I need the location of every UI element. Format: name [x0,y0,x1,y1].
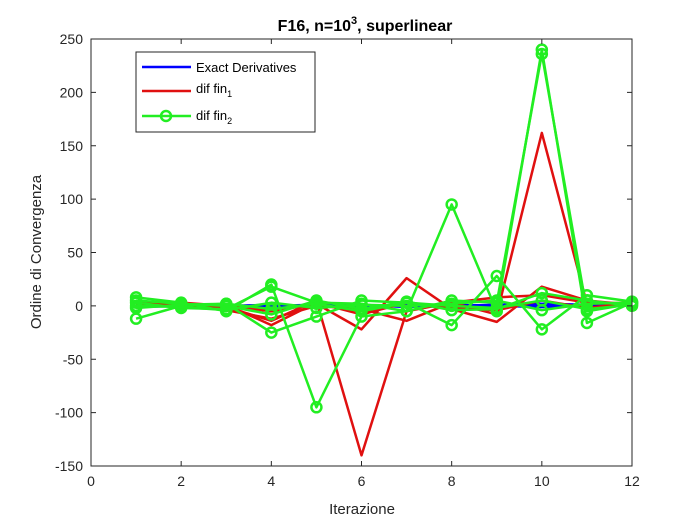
data-point [265,280,278,293]
data-point [220,297,233,310]
y-tick-label: 150 [60,138,84,154]
data-point [310,297,323,310]
data-point [265,302,278,316]
x-tick-label: 2 [177,473,185,489]
legend-entry-exact-base: Exact Derivatives [196,60,297,75]
x-tick-label: 10 [534,473,550,489]
y-axis-ticks: -150 -100 -50 0 50 100 150 200 250 [55,31,632,474]
chart-title-suffix: , superlinear [357,18,452,35]
x-tick-label: 0 [87,473,95,489]
y-tick-label: -50 [63,351,83,367]
data-point [445,299,458,313]
chart-title-prefix: F16, n=10 [278,18,351,35]
y-tick-label: 50 [67,245,83,261]
legend-entry-dif-fin-1: dif fin1 [196,81,232,99]
data-point [310,310,323,323]
data-point [445,318,458,332]
series-layer [129,43,639,457]
series-line [136,299,633,312]
data-point [490,301,503,315]
x-axis-label: Iterazione [329,501,395,518]
data-point [129,301,143,315]
data-point [220,303,233,317]
data-point [535,294,549,307]
legend: Exact Derivatives dif fin1 dif fin2 [135,51,316,133]
data-point [174,298,188,312]
x-tick-label: 8 [448,473,456,489]
x-tick-label: 6 [358,473,366,489]
x-tick-label: 4 [267,473,275,489]
legend-marker-dif-fin-2 [159,109,173,123]
legend-entry-dif-fin-1-base: dif fin [196,81,227,96]
y-tick-label: 200 [60,84,84,100]
data-point [445,198,458,211]
data-point [355,298,368,312]
y-tick-label: 0 [75,298,83,314]
data-point [580,302,594,316]
data-point [490,294,503,307]
x-axis-ticks: 0 2 4 6 8 10 12 [87,39,640,489]
data-point [580,316,594,330]
y-tick-label: -100 [55,405,83,421]
data-point [265,296,278,309]
data-point [535,286,549,300]
data-point [400,296,413,309]
data-point [535,323,549,336]
y-tick-label: 250 [60,31,84,47]
data-point [355,304,368,318]
x-tick-label: 12 [624,473,640,489]
chart-title: F16, n=103, superlinear [278,15,453,35]
series-line [135,299,633,313]
legend-entry-exact: Exact Derivatives [196,60,297,75]
y-tick-label: -150 [55,458,83,474]
y-tick-label: 100 [60,191,84,207]
data-point [310,401,323,414]
legend-entry-dif-fin-1-sub: 1 [227,89,232,99]
legend-entry-dif-fin-2: dif fin2 [196,108,232,126]
chart-title-superscript: 3 [351,15,357,27]
data-point [265,326,278,339]
legend-entry-dif-fin-2-base: dif fin [196,108,227,123]
data-point [535,47,549,61]
series-dif-fin-2-6 [129,294,639,318]
legend-entry-dif-fin-2-sub: 2 [227,116,232,126]
data-point [129,294,143,307]
y-axis-label: Ordine di Convergenza [28,174,45,329]
